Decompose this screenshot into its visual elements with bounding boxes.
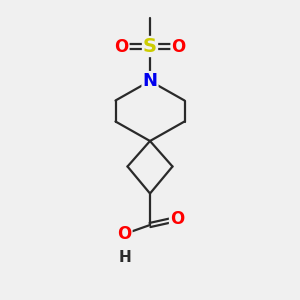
Text: N: N [142, 72, 158, 90]
Text: O: O [170, 210, 184, 228]
Text: O: O [171, 38, 186, 56]
Text: O: O [114, 38, 129, 56]
Text: S: S [143, 37, 157, 56]
Text: H: H [118, 250, 131, 266]
Text: O: O [117, 225, 132, 243]
